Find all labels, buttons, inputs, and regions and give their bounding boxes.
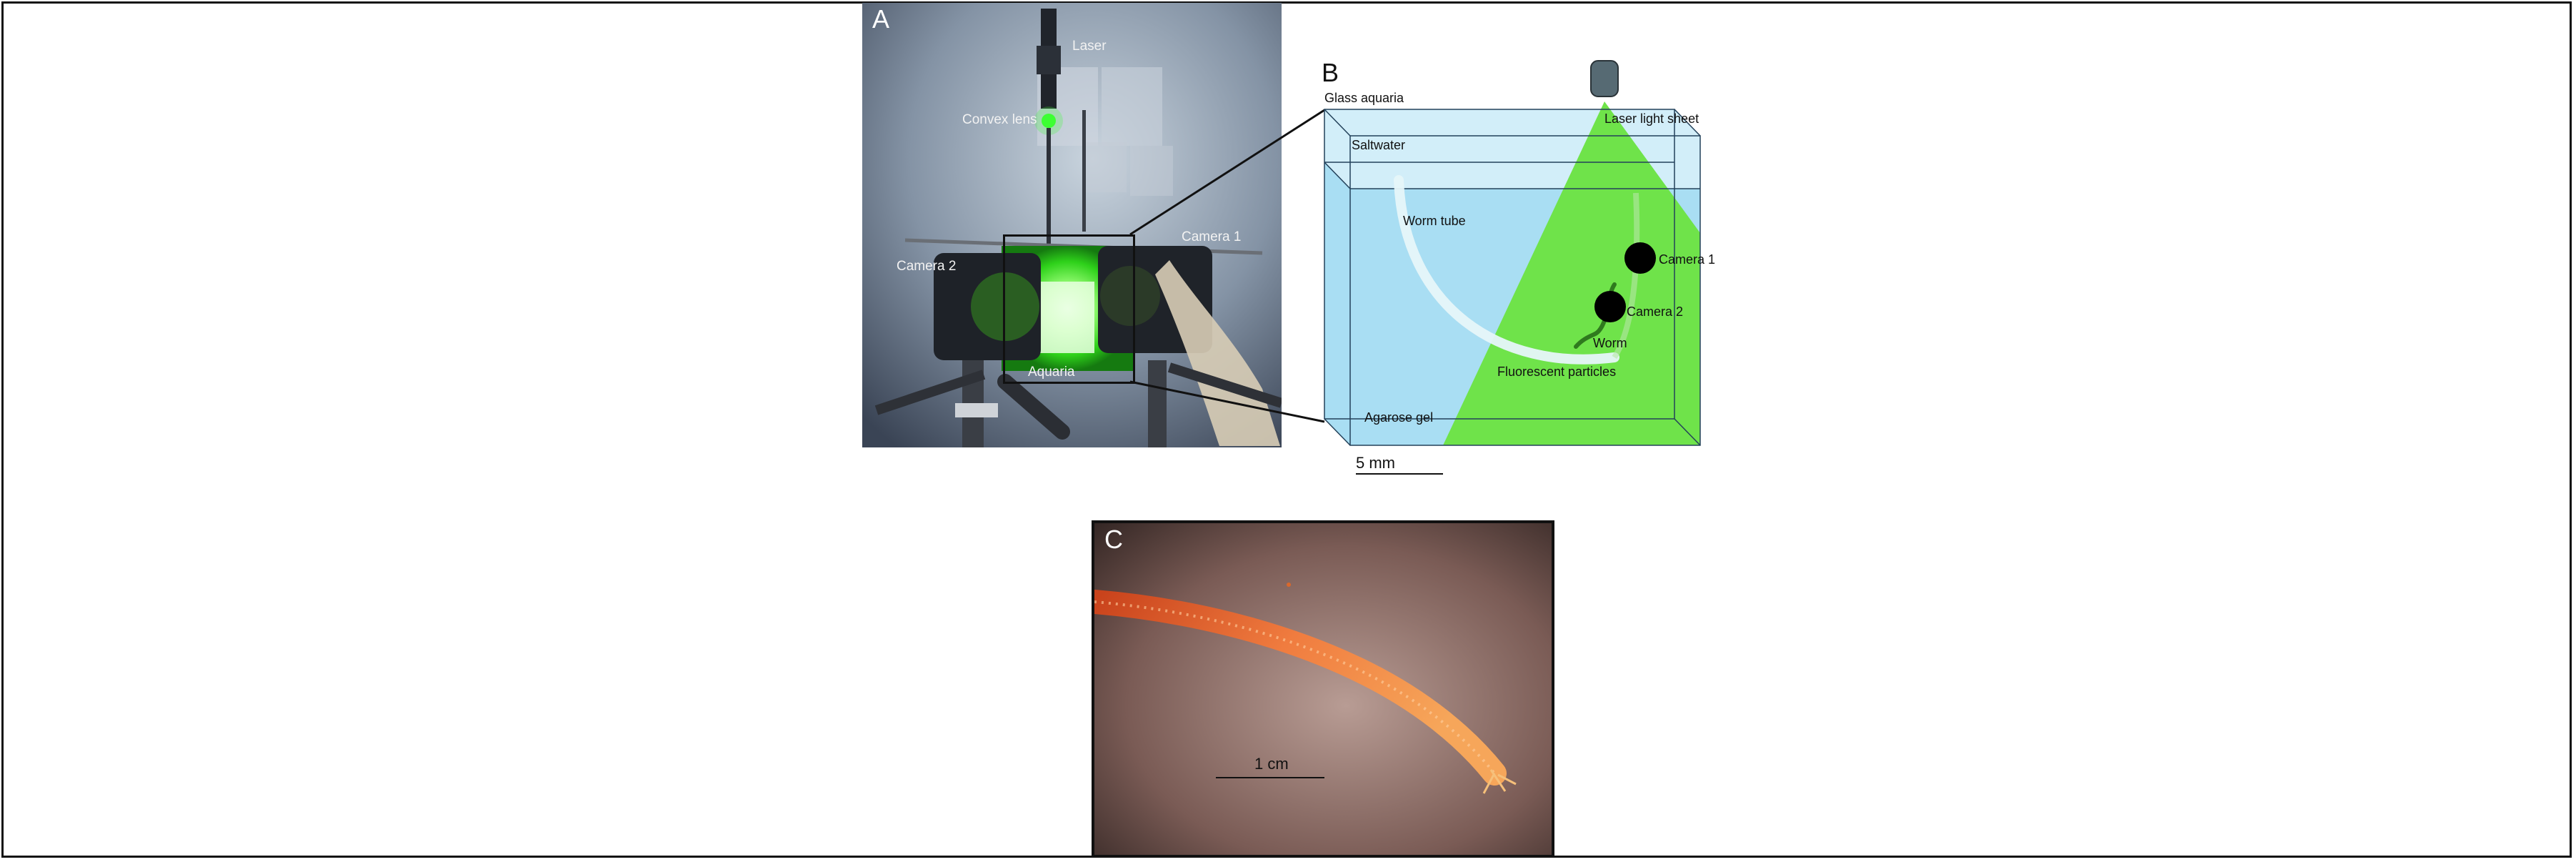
label-camera-1: Camera 1	[1182, 229, 1242, 244]
label-camera-2: Camera 2	[1627, 304, 1684, 319]
aquaria-highlight-box	[1003, 234, 1135, 384]
tank-diagram	[1324, 60, 1701, 475]
label-aquaria: Aquaria	[1028, 365, 1075, 380]
laser-source-icon	[1590, 60, 1619, 97]
panel-c-photo: C 1 cm	[1092, 520, 1554, 858]
label-camera-2: Camera 2	[897, 259, 957, 274]
laser-light-sheet-beam	[1443, 101, 1700, 445]
panel-b-diagram: B Glass aquaria Laser light sheet Saltwa…	[1314, 57, 1729, 486]
camera-1-marker	[1624, 242, 1656, 274]
label-fluorescent-particles: Fluorescent particles	[1497, 365, 1617, 379]
label-agarose-gel: Agarose gel	[1364, 410, 1434, 425]
panel-a-letter: A	[872, 4, 890, 34]
label-laser: Laser	[1072, 39, 1107, 54]
label-saltwater: Saltwater	[1352, 138, 1406, 152]
camera-2-marker	[1594, 291, 1626, 322]
label-worm-tube: Worm tube	[1403, 214, 1466, 228]
panel-a-photo: A Laser Convex lens Camera 1 Camera 2 Aq…	[862, 3, 1282, 447]
worm-tube-path	[1394, 175, 1619, 365]
worm-photo-illustration	[1094, 523, 1552, 855]
panel-b-letter: B	[1322, 58, 1339, 87]
label-convex-lens: Convex lens	[962, 112, 1037, 127]
panel-c-letter: C	[1104, 525, 1123, 554]
scale-bar-5mm-label: 5 mm	[1356, 454, 1395, 472]
panel-a-photo-illustration	[862, 3, 1282, 447]
scale-bar-1cm-label: 1 cm	[1254, 755, 1289, 773]
label-laser-light-sheet: Laser light sheet	[1604, 112, 1699, 126]
label-glass-aquaria: Glass aquaria	[1324, 91, 1404, 105]
label-worm: Worm	[1593, 336, 1627, 350]
label-camera-1: Camera 1	[1659, 252, 1716, 267]
zoom-connector-lines	[1129, 109, 1325, 423]
